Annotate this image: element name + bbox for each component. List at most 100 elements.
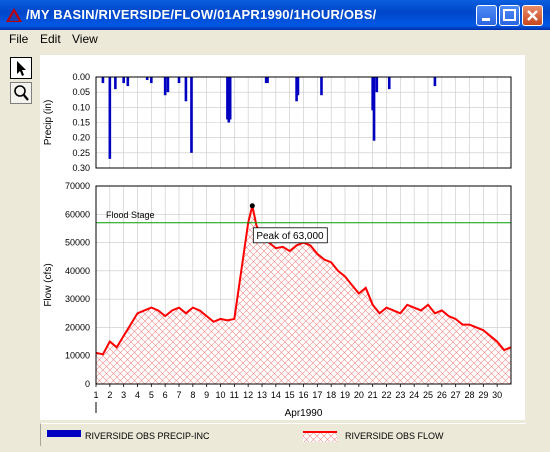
precip-bar xyxy=(226,77,229,120)
pointer-icon xyxy=(17,61,26,76)
flow-line xyxy=(95,205,512,356)
precip-bar xyxy=(163,77,167,96)
close-button[interactable] xyxy=(522,5,543,26)
flow-ytick-label: 70000 xyxy=(65,181,90,191)
flow-xtick-label: 17 xyxy=(312,390,322,400)
legend-flow-swatch xyxy=(303,431,337,442)
maximize-icon xyxy=(503,9,516,21)
precip-ytick-label: 0.00 xyxy=(72,72,90,82)
peak-callout-box xyxy=(252,227,328,244)
flow-xtick-label: 11 xyxy=(230,390,239,400)
menu-view[interactable]: View xyxy=(72,32,98,46)
precip-ytick-label: 0.05 xyxy=(72,87,90,97)
flow-xtick-label: 28 xyxy=(464,390,474,400)
legend-precip-swatch xyxy=(47,430,81,437)
flow-ytick-label: 60000 xyxy=(65,209,90,219)
maximize-button[interactable] xyxy=(499,5,520,26)
flow-area-fill xyxy=(96,205,511,384)
flow-xtick-label: 6 xyxy=(163,390,168,400)
chart-svg[interactable]: 0.00 0.05 0.10 0.15 0.20 0.25 0.30 0 10000 20000 3… xyxy=(40,55,525,420)
precip-bar xyxy=(387,77,391,90)
flow-xtick-label: 14 xyxy=(271,390,281,400)
precip-bar xyxy=(101,77,105,84)
close-icon xyxy=(527,10,538,21)
flow-xtick-label: 7 xyxy=(176,390,181,400)
flow-ytick-label: 10000 xyxy=(65,351,90,361)
flow-xtick-label: 1 xyxy=(93,390,98,400)
flow-xtick-label: 24 xyxy=(409,390,419,400)
title-bar[interactable]: /MY BASIN/RIVERSIDE/FLOW/01APR1990/1HOUR… xyxy=(0,0,550,30)
pointer-tool-button[interactable] xyxy=(10,57,32,79)
flow-ytick-label: 30000 xyxy=(65,294,90,304)
precip-bar xyxy=(190,77,193,153)
precip-bar xyxy=(184,77,188,102)
precip-bar xyxy=(372,77,376,141)
flood-stage-label: Flood Stage xyxy=(106,210,155,220)
flow-xtick-label: 9 xyxy=(204,390,209,400)
precip-yaxis-title: Precip (in) xyxy=(43,100,54,146)
flow-yaxis-title: Flow (cfs) xyxy=(43,263,54,306)
flow-xtick-label: 10 xyxy=(215,390,225,400)
flow-xtick-label: 29 xyxy=(478,390,488,400)
precip-bar xyxy=(114,77,117,90)
precip-bar xyxy=(228,77,232,120)
flow-ytick-label: 40000 xyxy=(65,266,90,276)
precip-ytick-label: 0.30 xyxy=(72,163,90,173)
precip-bar xyxy=(266,77,269,84)
flow-xtick-label: 12 xyxy=(243,390,253,400)
precip-bar xyxy=(108,77,112,159)
legend-precip-label: RIVERSIDE OBS PRECIP-INC xyxy=(85,431,210,441)
flow-xtick-label: 22 xyxy=(381,390,391,400)
flow-xtick-label: 27 xyxy=(451,390,461,400)
flow-xtick-label: 2 xyxy=(107,390,112,400)
flow-xtick-label: 5 xyxy=(149,390,154,400)
menu-file[interactable]: File xyxy=(9,32,29,46)
app-icon xyxy=(6,8,22,22)
flow-xtick-label: 16 xyxy=(298,390,308,400)
zoom-icon xyxy=(14,85,29,101)
precip-bar xyxy=(177,77,181,84)
flow-ytick-label: 0 xyxy=(85,379,90,389)
flow-ytick-label: 50000 xyxy=(65,238,90,248)
flow-xtick-label: 21 xyxy=(368,390,378,400)
flow-xtick-label: 8 xyxy=(190,390,195,400)
flow-xtick-label: 4 xyxy=(135,390,140,400)
precip-bar xyxy=(145,77,149,81)
flow-xtick-label: 15 xyxy=(285,390,295,400)
precip-ytick-label: 0.25 xyxy=(72,148,90,158)
precip-bar xyxy=(264,77,268,84)
flow-xtick-label: 13 xyxy=(257,390,267,400)
flow-xtick-label: 18 xyxy=(326,390,336,400)
precip-ytick-label: 0.10 xyxy=(72,102,90,112)
flow-xtick-label: 26 xyxy=(437,390,447,400)
precip-bar xyxy=(375,77,379,93)
precip-bar xyxy=(126,77,130,87)
precip-bar xyxy=(122,77,125,84)
precip-ytick-label: 0.20 xyxy=(72,133,90,143)
precip-bar xyxy=(150,77,153,84)
precip-bar xyxy=(296,77,300,96)
peak-callout-label: Peak of 63,000 xyxy=(256,231,324,242)
menu-edit[interactable]: Edit xyxy=(40,32,61,46)
zoom-tool-button[interactable] xyxy=(10,82,32,104)
minimize-button[interactable] xyxy=(476,5,497,26)
flow-xtick-label: 25 xyxy=(423,390,433,400)
flow-xaxis-title: Apr1990 xyxy=(285,408,323,419)
minimize-icon xyxy=(482,18,490,21)
window-title: /MY BASIN/RIVERSIDE/FLOW/01APR1990/1HOUR… xyxy=(26,7,377,22)
precip-bar xyxy=(371,77,374,111)
menu-bar: File Edit View xyxy=(0,30,550,50)
flow-xtick-label: 20 xyxy=(354,390,364,400)
flow-xtick-label: 30 xyxy=(492,390,502,400)
flow-xtick-label: 19 xyxy=(340,390,350,400)
precip-bar xyxy=(433,77,437,87)
precip-bar xyxy=(295,77,298,102)
precip-ytick-label: 0.15 xyxy=(72,118,90,128)
legend-flow-label: RIVERSIDE OBS FLOW xyxy=(345,431,444,441)
flow-xtick-label: 23 xyxy=(395,390,405,400)
legend: RIVERSIDE OBS PRECIP-INC RIVERSIDE OBS F… xyxy=(40,423,526,446)
precip-bar xyxy=(320,77,323,96)
flow-ytick-label: 20000 xyxy=(65,322,90,332)
precip-bar xyxy=(227,77,231,123)
